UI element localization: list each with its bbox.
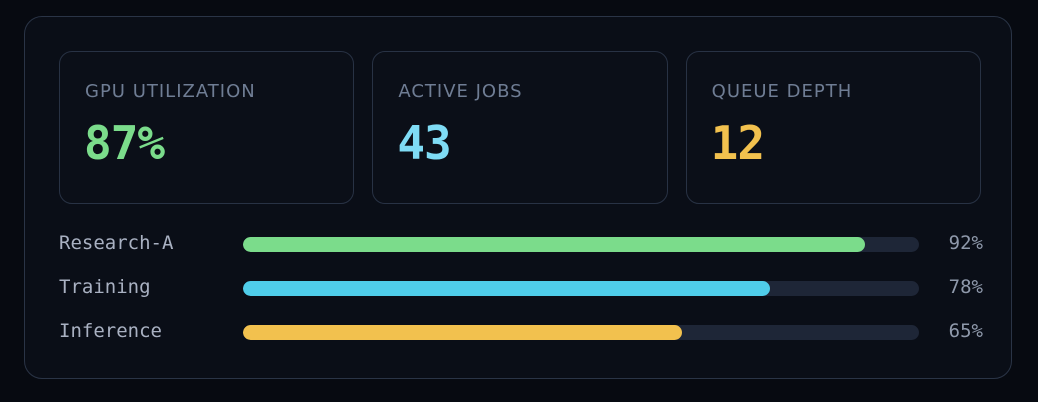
queue-depth-value: 12 — [710, 116, 765, 170]
progress-track — [243, 237, 919, 252]
active-jobs-label: ACTIVE JOBS — [398, 81, 523, 102]
progress-track — [243, 325, 919, 340]
workload-percent: 78% — [948, 276, 983, 298]
active-jobs-value: 43 — [397, 116, 451, 170]
queue-depth-label: QUEUE DEPTH — [711, 81, 853, 102]
workload-percent: 92% — [948, 232, 983, 254]
active-jobs-card: ACTIVE JOBS 43 — [372, 51, 668, 204]
workload-row-research-a: Research-A 92% — [59, 227, 983, 271]
workload-bars: Research-A 92% Training 78% Inference 65… — [59, 227, 983, 359]
workload-row-inference: Inference 65% — [59, 315, 983, 359]
gpu-utilization-label: GPU UTILIZATION — [85, 81, 256, 102]
workload-percent: 65% — [948, 320, 983, 342]
progress-fill — [243, 237, 865, 252]
workload-label: Research-A — [59, 232, 174, 254]
progress-fill — [243, 325, 683, 340]
progress-track — [243, 281, 919, 296]
cluster-panel: GPU UTILIZATION 87% ACTIVE JOBS 43 QUEUE… — [24, 16, 1012, 379]
gpu-utilization-card: GPU UTILIZATION 87% — [59, 51, 355, 204]
workload-row-training: Training 78% — [59, 271, 983, 315]
workload-label: Inference — [59, 320, 162, 342]
gpu-utilization-value: 87% — [84, 116, 165, 170]
queue-depth-card: QUEUE DEPTH 12 — [685, 51, 981, 204]
stat-cards: GPU UTILIZATION 87% ACTIVE JOBS 43 QUEUE… — [59, 51, 981, 204]
progress-fill — [243, 281, 771, 296]
workload-label: Training — [59, 276, 151, 298]
